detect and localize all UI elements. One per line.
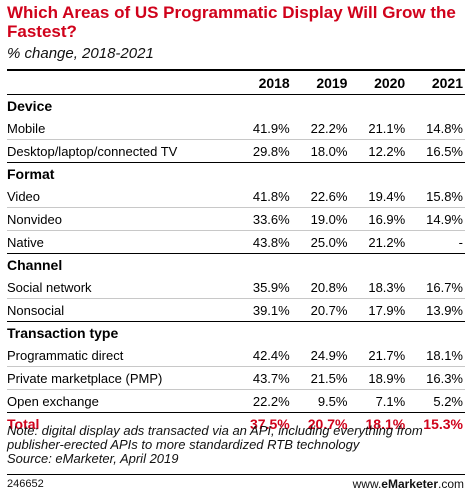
column-header-row: 2018 2019 2020 2021 [7, 72, 465, 95]
table-row: Private marketplace (PMP) 43.7% 21.5% 18.9%… [7, 366, 465, 390]
column-header-2019: 2019 [316, 75, 348, 91]
data-cell: 17.9% [347, 298, 406, 322]
data-cell: 41.9% [252, 120, 290, 136]
data-cell: 22.2% [310, 120, 348, 136]
data-cell: 21.1% [368, 120, 406, 136]
row-label: Video [7, 188, 41, 204]
chart-id: 246652 [7, 478, 44, 490]
column-header-blank [7, 72, 232, 95]
data-cell: 20.7% [289, 298, 348, 322]
total-label: Total [7, 412, 232, 435]
data-cell: 33.6% [231, 207, 290, 231]
data-cell: 18.3% [368, 279, 406, 295]
section-header-row: Transaction type [7, 321, 465, 344]
row-label: Private marketplace (PMP) [7, 366, 232, 390]
table-row: Video 41.8% 22.6% 19.4% 15.8% [7, 185, 465, 208]
data-cell: 43.8% [231, 230, 290, 254]
table-row: Native 43.8% 25.0% 21.2% - [7, 230, 465, 254]
column-header-2020: 2020 [374, 75, 406, 91]
table-row: Desktop/laptop/connected TV 29.8% 18.0% 12.… [7, 139, 465, 163]
column-header-2018: 2018 [258, 75, 290, 91]
row-label: Programmatic direct [7, 347, 124, 363]
chart-subtitle: % change, 2018-2021 [7, 45, 154, 62]
note-line-1: Note: digital display ads transacted via… [7, 423, 423, 438]
data-cell: 39.1% [231, 298, 290, 322]
table-row: Nonvideo 33.6% 19.0% 16.9% 14.9% [7, 207, 465, 231]
section-header-row: Device [7, 94, 465, 117]
data-cell: 20.8% [310, 279, 348, 295]
row-label: Desktop/laptop/connected TV [7, 139, 232, 163]
brand-suffix: .com [437, 477, 464, 491]
data-cell: 15.8% [426, 188, 463, 204]
data-cell: 41.8% [252, 188, 290, 204]
row-label: Open exchange [7, 389, 232, 413]
section-header-row: Channel [7, 253, 465, 276]
data-cell: 14.8% [426, 120, 463, 136]
data-cell: 21.5% [289, 366, 348, 390]
data-cell: 43.7% [231, 366, 290, 390]
source-line: Source: eMarketer, April 2019 [7, 451, 179, 466]
data-cell: 21.2% [347, 230, 406, 254]
brand-name: eMarketer [381, 477, 438, 491]
total-cell: 20.7% [289, 412, 348, 435]
row-label: Mobile [7, 120, 46, 136]
row-label: Nonsocial [7, 298, 232, 322]
note-block: Note: digital display ads transacted via… [7, 424, 467, 466]
section-label: Format [7, 162, 465, 185]
column-header-2021: 2021 [431, 75, 463, 91]
table-row: Mobile 41.9% 22.2% 21.1% 14.8% [7, 117, 465, 140]
section-label: Device [7, 94, 465, 117]
data-table-body: 2018 2019 2020 2021 Device Mobile 41.9% 22.2% 21… [7, 72, 465, 435]
table-row: Social network 35.9% 20.8% 18.3% 16.7% [7, 276, 465, 299]
data-cell: 19.0% [289, 207, 348, 231]
data-cell: 18.0% [289, 139, 348, 163]
section-label: Channel [7, 253, 465, 276]
data-cell: 7.1% [347, 389, 406, 413]
section-label: Transaction type [7, 321, 465, 344]
data-cell: 35.9% [252, 279, 290, 295]
table-row: Programmatic direct 42.4% 24.9% 21.7% 18.1% [7, 344, 465, 367]
data-cell: 16.5% [405, 139, 465, 163]
note-line-2: publisher-erected APIs to more standardi… [7, 437, 360, 452]
data-cell: 21.7% [368, 347, 406, 363]
data-cell: 16.3% [405, 366, 465, 390]
data-cell: 22.6% [310, 188, 348, 204]
data-cell: 29.8% [231, 139, 290, 163]
section-header-row: Format [7, 162, 465, 185]
footer-rule [7, 474, 465, 475]
data-cell: 16.7% [426, 279, 463, 295]
row-label: Social network [7, 279, 92, 295]
table-row: Nonsocial 39.1% 20.7% 17.9% 13.9% [7, 298, 465, 322]
data-cell: 12.2% [347, 139, 406, 163]
chart-title: Which Areas of US Programmatic Display W… [7, 3, 456, 41]
data-cell: 42.4% [252, 347, 290, 363]
data-cell: 25.0% [289, 230, 348, 254]
total-cell: 37.5% [231, 412, 290, 435]
brand-link[interactable]: www.eMarketer.com [353, 477, 464, 491]
data-cell: 16.9% [347, 207, 406, 231]
data-cell: 13.9% [405, 298, 465, 322]
data-cell: 5.2% [405, 389, 465, 413]
row-label: Native [7, 230, 232, 254]
data-cell: 18.9% [347, 366, 406, 390]
header-rule [7, 69, 465, 71]
total-row: Total 37.5% 20.7% 18.1% 15.3% [7, 412, 465, 435]
data-cell: 9.5% [289, 389, 348, 413]
table-row: Open exchange 22.2% 9.5% 7.1% 5.2% [7, 389, 465, 413]
data-cell: 24.9% [310, 347, 348, 363]
data-cell: - [405, 230, 465, 254]
data-table: 2018 2019 2020 2021 Device Mobile 41.9% 22.2% 21… [7, 72, 465, 435]
data-cell: 14.9% [405, 207, 465, 231]
data-cell: 22.2% [231, 389, 290, 413]
data-cell: 18.1% [426, 347, 463, 363]
brand-prefix: www. [352, 477, 382, 491]
data-cell: 19.4% [368, 188, 406, 204]
row-label: Nonvideo [7, 207, 232, 231]
total-cell: 15.3% [405, 412, 465, 435]
total-cell: 18.1% [347, 412, 406, 435]
